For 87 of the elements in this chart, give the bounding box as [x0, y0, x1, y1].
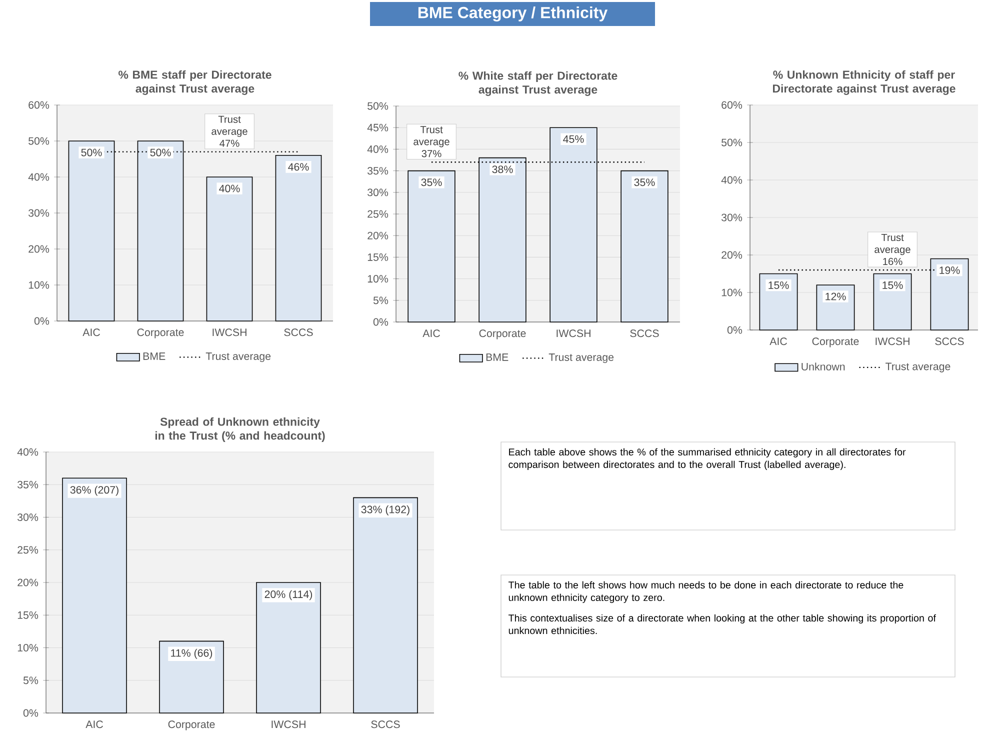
y-tick-label: 50%: [722, 138, 742, 146]
y-tick-label: 30%: [18, 513, 38, 522]
data-label: 20% (114): [264, 590, 312, 600]
legend-label: BME: [486, 354, 508, 361]
y-tick-label: 0%: [34, 317, 50, 325]
y-tick-label: 30%: [368, 188, 388, 196]
x-tick-label: AIC: [770, 338, 787, 346]
y-tick-label: 15%: [18, 611, 38, 619]
y-tick-label: 20%: [722, 251, 742, 259]
y-tick-label: 10%: [28, 281, 50, 289]
data-label: 36% (207): [70, 486, 118, 496]
legend-label: Unknown: [802, 362, 845, 370]
x-tick-label: AIC: [82, 328, 100, 336]
x-tick-label: AIC: [422, 330, 440, 338]
y-tick-label: 0%: [373, 318, 388, 326]
bar: [620, 170, 668, 322]
data-label: 15%: [882, 281, 903, 289]
y-tick-label: 40%: [28, 173, 50, 181]
text: Each table above shows the % of the summarised ethnicity category in all directorates for comparison between directorates and to the overall Trust (labelled average).: [508, 448, 906, 470]
y-tick-label: 20%: [28, 245, 50, 253]
data-label: 11% (66): [171, 648, 212, 659]
y-tick-label: 10%: [722, 288, 742, 296]
annotation: Trust average 37%: [414, 126, 450, 158]
x-tick-label: IWCSH: [876, 338, 910, 346]
y-tick-label: 50%: [28, 137, 50, 145]
bar: [353, 497, 418, 714]
y-tick-label: 20%: [18, 578, 38, 586]
chart-title: % Unknown Ethnicity of staff per Directorate against Trust average: [773, 70, 956, 95]
data-label: 45%: [563, 135, 584, 143]
data-label: 33% (192): [361, 505, 410, 516]
y-tick-label: 25%: [18, 546, 38, 554]
x-tick-label: SCCS: [284, 328, 313, 336]
data-label: 46%: [288, 163, 309, 171]
x-tick-label: Corporate: [812, 338, 859, 348]
y-tick-label: 40%: [17, 448, 38, 456]
y-tick-label: 30%: [721, 214, 742, 222]
x-tick-label: IWCSH: [212, 328, 246, 336]
y-tick-label: 20%: [368, 232, 388, 240]
y-tick-label: 0%: [727, 326, 742, 334]
text: This contextualises size of a directorate when looking at the other table showing its proportion of unknown ethnicities.: [508, 614, 936, 634]
y-tick-label: 35%: [368, 167, 388, 175]
y-tick-label: 40%: [721, 176, 742, 184]
y-tick-label: 40%: [367, 145, 388, 153]
x-tick-label: Corporate: [479, 330, 526, 340]
chart-title: Spread of Unknown ethnicity in the Trust (% and headcount): [155, 417, 325, 442]
data-label: 35%: [421, 178, 442, 186]
y-tick-label: 10%: [18, 644, 38, 652]
data-label: 12%: [826, 292, 846, 300]
y-tick-label: 45%: [367, 124, 388, 132]
data-label: 38%: [492, 166, 513, 174]
legend-label: Trust average: [886, 362, 950, 372]
chart-title: % BME staff per Directorate against Trust average: [118, 70, 272, 95]
chart-title: % White staff per Directorate against Trust average: [458, 71, 618, 96]
data-label: 15%: [768, 281, 789, 289]
bar: [275, 154, 322, 322]
x-tick-label: SCCS: [630, 330, 659, 338]
data-label: 35%: [634, 178, 655, 186]
bar: [256, 582, 321, 714]
y-tick-label: 5%: [373, 296, 388, 304]
legend-label: Trust average: [206, 352, 271, 362]
y-tick-label: 15%: [368, 253, 388, 261]
y-tick-label: 50%: [368, 102, 388, 110]
legend-label: Trust average: [548, 354, 614, 364]
x-tick-label: Corporate: [168, 720, 215, 730]
annotation: Trust average 16%: [874, 234, 910, 266]
x-tick-label: SCCS: [935, 338, 964, 346]
x-tick-label: IWCSH: [556, 330, 590, 338]
x-tick-label: Corporate: [137, 328, 184, 338]
x-tick-label: IWCSH: [272, 720, 306, 728]
text: BME Category / Ethnicity: [418, 6, 608, 22]
legend-label: BME: [143, 352, 166, 360]
x-tick-label: SCCS: [371, 720, 400, 728]
y-tick-label: 30%: [28, 209, 50, 217]
bar: [408, 170, 456, 322]
y-tick-label: 60%: [722, 101, 742, 109]
y-tick-label: 0%: [23, 709, 38, 717]
y-tick-label: 25%: [368, 210, 388, 218]
y-tick-label: 10%: [368, 275, 388, 283]
data-label: 40%: [219, 184, 240, 192]
annotation: Trust average 47%: [212, 116, 248, 147]
y-tick-label: 35%: [18, 480, 38, 488]
bar: [62, 478, 127, 714]
y-tick-label: 60%: [28, 101, 50, 109]
bar: [206, 176, 253, 322]
x-tick-label: AIC: [86, 720, 103, 728]
text: The table to the left shows how much needs to be done in each directorate to reduce the unknown ethnicity category to zero.: [508, 581, 904, 603]
y-tick-label: 5%: [23, 676, 38, 684]
